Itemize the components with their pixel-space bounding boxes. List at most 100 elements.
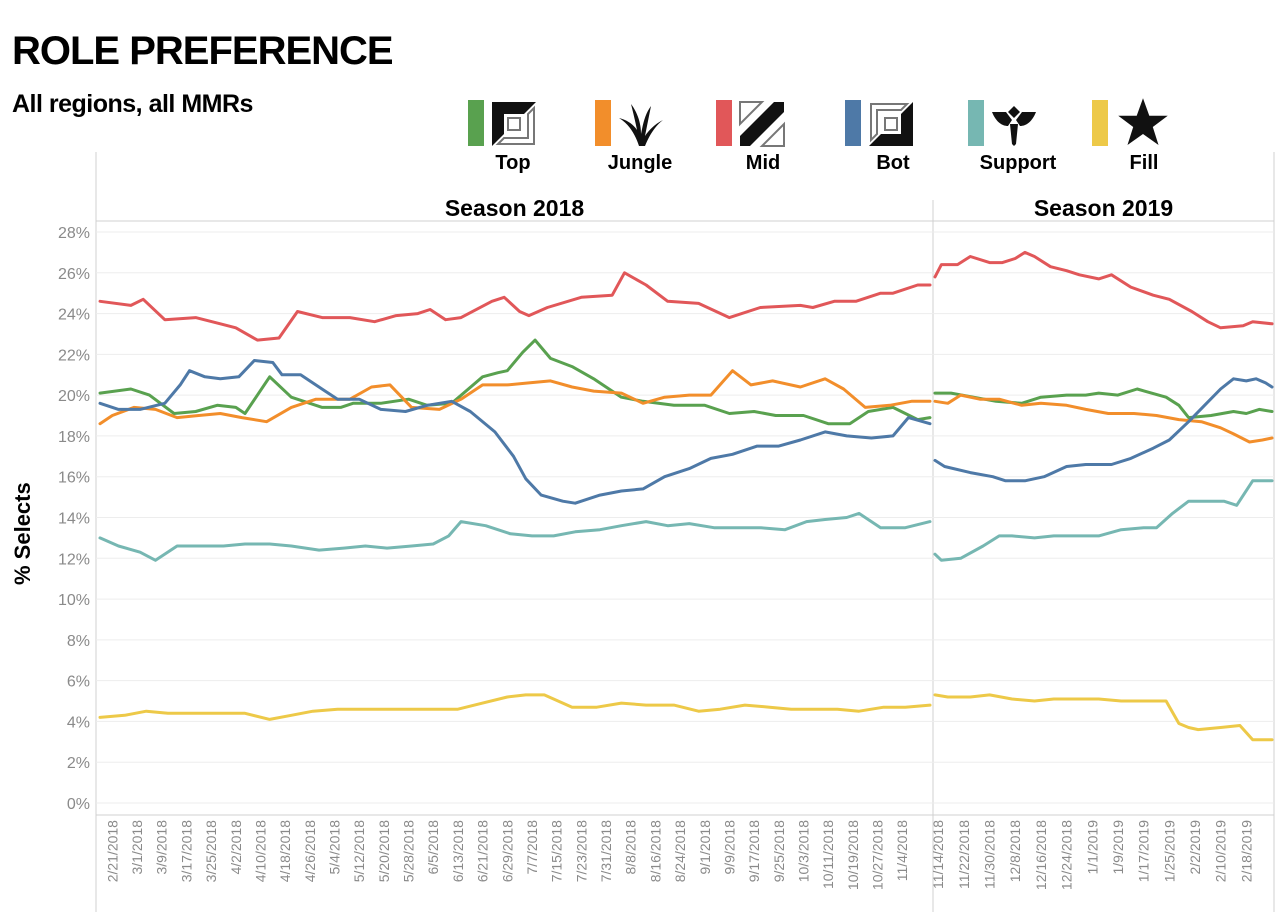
series-line-top — [933, 387, 1274, 420]
panel-title: Season 2018 — [445, 195, 585, 221]
x-tick-label: 1/25/2019 — [1161, 820, 1177, 882]
legend-label-jungle: Jungle — [607, 152, 673, 174]
series-line-jungle — [933, 393, 1274, 444]
y-tick-label: 24% — [58, 307, 90, 324]
y-tick-label: 10% — [58, 592, 90, 609]
x-tick-label: 5/4/2018 — [326, 820, 342, 875]
star-icon — [1118, 98, 1168, 145]
x-tick-label: 5/28/2018 — [401, 820, 417, 882]
legend-item-mid[interactable]: Mid — [716, 96, 836, 176]
x-tick-label: 11/30/2018 — [982, 820, 998, 889]
x-tick-label: 11/14/2018 — [930, 820, 946, 889]
x-tick-label: 6/5/2018 — [425, 820, 441, 875]
chart-panel-1: Season 2018 2/21/2018 3/1/2018 3/9/2018 3/17… — [98, 195, 932, 890]
legend-swatch-top — [468, 100, 484, 146]
series-line-bot — [98, 359, 932, 505]
x-tick-label: 9/25/2018 — [771, 820, 787, 882]
jungle-claw-icon — [619, 104, 663, 146]
x-tick-label: 4/2/2018 — [228, 820, 244, 875]
legend-label-mid: Mid — [745, 152, 781, 174]
series-line-jungle — [98, 369, 932, 426]
y-tick-label: 16% — [58, 470, 90, 487]
x-tick-label: 4/10/2018 — [252, 820, 268, 882]
series-line-mid — [98, 271, 932, 342]
x-tick-label: 3/17/2018 — [178, 820, 194, 882]
x-tick-label: 8/24/2018 — [672, 820, 688, 882]
legend-swatch-fill — [1092, 100, 1108, 146]
legend-item-support[interactable]: Support — [968, 96, 1088, 176]
legend-label-fill: Fill — [1129, 152, 1159, 174]
x-tick-label: 4/18/2018 — [277, 820, 293, 882]
legend-label-top: Top — [495, 152, 531, 174]
legend-swatch-mid — [716, 100, 732, 146]
x-tick-label: 9/9/2018 — [721, 820, 737, 875]
series-line-top — [98, 338, 932, 426]
y-tick-label: 18% — [58, 429, 90, 446]
x-tick-label: 8/8/2018 — [623, 820, 639, 875]
y-tick-label: 8% — [67, 633, 90, 650]
x-tick-label: 9/17/2018 — [746, 820, 762, 882]
y-tick-label: 2% — [67, 755, 90, 772]
x-tick-label: 10/3/2018 — [795, 820, 811, 882]
y-tick-label: 6% — [67, 674, 90, 691]
legend-item-bot[interactable]: Bot — [845, 96, 965, 176]
x-tick-label: 11/22/2018 — [956, 820, 972, 889]
x-tick-label: 8/16/2018 — [647, 820, 663, 882]
x-tick-label: 7/7/2018 — [524, 820, 540, 875]
mid-lane-icon — [739, 101, 785, 147]
x-tick-label: 3/9/2018 — [154, 820, 170, 875]
x-tick-label: 10/27/2018 — [870, 820, 886, 890]
x-tick-label: 11/4/2018 — [894, 820, 910, 881]
x-tick-label: 1/9/2019 — [1110, 820, 1126, 875]
panel-title: Season 2019 — [1034, 195, 1173, 221]
y-tick-label: 4% — [67, 714, 90, 731]
x-tick-label: 6/29/2018 — [499, 820, 515, 882]
x-tick-label: 2/21/2018 — [104, 820, 120, 882]
series-line-support — [98, 511, 932, 562]
support-winged-icon — [992, 106, 1036, 146]
legend-swatch-support — [968, 100, 984, 146]
x-tick-label: 12/24/2018 — [1059, 820, 1075, 890]
x-tick-label: 1/17/2019 — [1136, 820, 1152, 882]
x-tick-label: 12/8/2018 — [1007, 820, 1023, 882]
x-tick-label: 9/1/2018 — [697, 820, 713, 875]
y-tick-label: 20% — [58, 388, 90, 405]
x-tick-label: 5/12/2018 — [351, 820, 367, 882]
x-tick-label: 2/18/2019 — [1238, 820, 1254, 882]
x-tick-label: 5/20/2018 — [376, 820, 392, 882]
chart-panel-2: Season 2019 11/14/2018 11/22/2018 11/30/201… — [930, 195, 1274, 890]
series-line-fill — [933, 693, 1274, 742]
x-tick-label: 12/16/2018 — [1033, 820, 1049, 890]
x-tick-label: 3/25/2018 — [203, 820, 219, 882]
legend-item-top[interactable]: Top — [468, 96, 588, 176]
x-tick-label: 10/11/2018 — [820, 820, 836, 889]
x-tick-label: 7/31/2018 — [598, 820, 614, 882]
series-line-fill — [98, 693, 932, 721]
legend-label-support: Support — [979, 152, 1057, 174]
legend-swatch-jungle — [595, 100, 611, 146]
x-tick-label: 6/21/2018 — [475, 820, 491, 882]
x-tick-label: 6/13/2018 — [450, 820, 466, 882]
x-tick-label: 2/10/2019 — [1213, 820, 1229, 882]
x-tick-label: 10/19/2018 — [845, 820, 861, 890]
x-tick-label: 7/23/2018 — [573, 820, 589, 882]
bot-lane-icon — [869, 102, 913, 146]
legend-label-bot: Bot — [876, 152, 910, 174]
legend-item-fill[interactable]: Fill — [1092, 96, 1212, 176]
page-subtitle: All regions, all MMRs — [12, 90, 253, 118]
y-tick-label: 22% — [58, 347, 90, 364]
y-tick-label: 28% — [58, 225, 90, 242]
series-line-mid — [933, 250, 1274, 330]
series-line-bot — [933, 377, 1274, 483]
series-line-support — [933, 479, 1274, 562]
y-tick-label: 0% — [67, 796, 90, 813]
x-tick-label: 4/26/2018 — [302, 820, 318, 882]
legend: Top Jungle Mid Bot — [0, 96, 1280, 176]
legend-item-jungle[interactable]: Jungle — [595, 96, 715, 176]
y-tick-label: 26% — [58, 266, 90, 283]
legend-swatch-bot — [845, 100, 861, 146]
top-lane-icon — [492, 102, 536, 146]
page-title: ROLE PREFERENCE — [12, 29, 394, 73]
y-tick-label: 12% — [58, 551, 90, 568]
